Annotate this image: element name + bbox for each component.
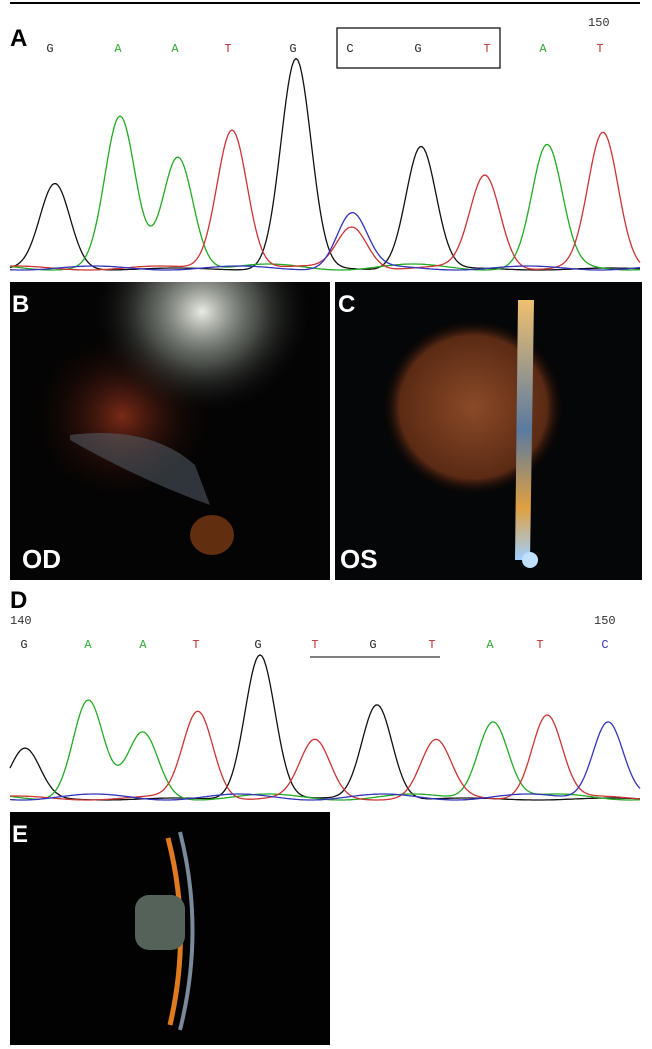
- trace: [9, 129, 641, 271]
- trace: [9, 654, 640, 801]
- photo-lens: [70, 433, 210, 505]
- base-call: T: [311, 638, 318, 652]
- base-call: A: [84, 638, 92, 652]
- panel-a: A 150 G A A T G C G T A T: [9, 16, 641, 271]
- base-call: G: [46, 42, 53, 56]
- eye-label: OD: [22, 544, 61, 574]
- photo-reflex: [190, 515, 234, 555]
- panel-label: C: [338, 291, 355, 318]
- base-call: A: [139, 638, 147, 652]
- base-call: A: [539, 42, 547, 56]
- panel-label: A: [10, 25, 27, 52]
- trace: [9, 57, 640, 271]
- base-call: T: [192, 638, 199, 652]
- base-call: T: [483, 42, 490, 56]
- base-call: C: [346, 42, 353, 56]
- position-label: 150: [594, 614, 616, 628]
- highlight-box: [336, 27, 501, 69]
- base-call: T: [596, 42, 603, 56]
- base-call: A: [171, 42, 179, 56]
- position-label: 140: [10, 614, 32, 628]
- photo-light: [10, 282, 330, 580]
- trace: [9, 115, 641, 271]
- trace: [9, 721, 641, 801]
- base-call: G: [369, 638, 376, 652]
- panel-b: B OD: [10, 282, 330, 580]
- position-label: 150: [588, 16, 610, 30]
- base-call: T: [428, 638, 435, 652]
- panel-c: C OS: [335, 282, 642, 580]
- trace: [9, 710, 641, 801]
- base-call: T: [224, 42, 231, 56]
- base-call: C: [601, 638, 608, 652]
- base-call: G: [414, 42, 421, 56]
- trace: [9, 211, 641, 271]
- base-call: A: [486, 638, 494, 652]
- panel-e: E: [10, 812, 330, 1045]
- panel-label: B: [12, 291, 29, 318]
- photo-cornea: [178, 831, 195, 1031]
- photo-reflex: [522, 552, 538, 568]
- panel-label: D: [10, 587, 27, 614]
- base-call: A: [114, 42, 122, 56]
- eye-label: OS: [340, 544, 378, 574]
- base-call: T: [536, 638, 543, 652]
- base-call: G: [254, 638, 261, 652]
- base-call: G: [20, 638, 27, 652]
- photo-slit: [515, 300, 534, 560]
- photo-lens: [135, 895, 185, 950]
- photo-iris: [335, 282, 642, 580]
- panel-label: E: [12, 821, 28, 848]
- base-call: G: [289, 42, 296, 56]
- panel-d: D 140 150 G A A T G T G T A T C: [9, 587, 641, 801]
